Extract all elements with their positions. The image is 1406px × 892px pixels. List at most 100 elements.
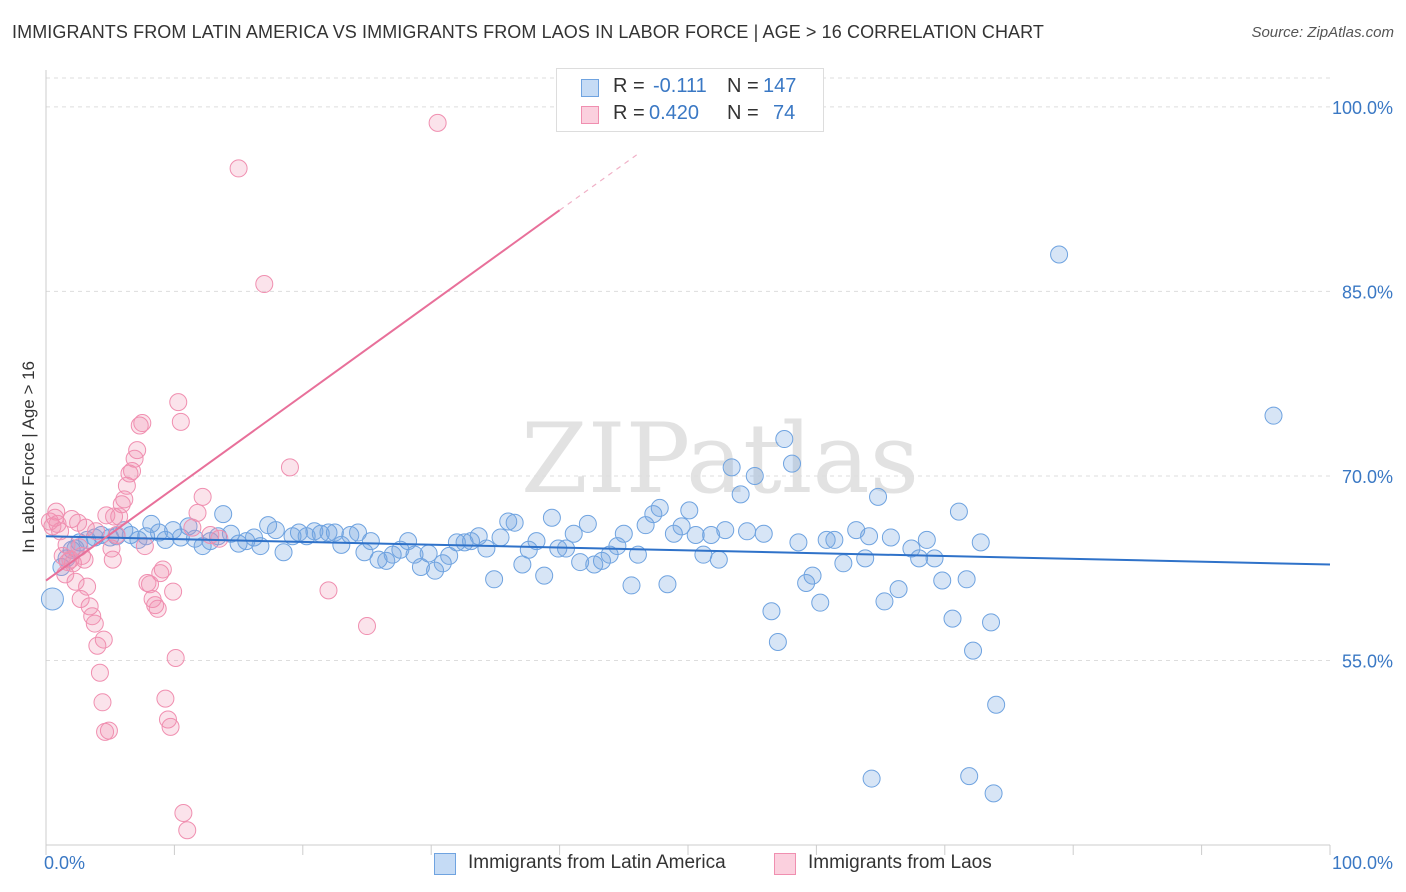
point-latin-america	[933, 571, 952, 590]
point-latin-america	[775, 430, 794, 449]
point-latin-america	[440, 546, 459, 565]
trendline-laos	[45, 209, 561, 582]
point-laos	[94, 630, 113, 649]
legend-n-value: 74	[773, 102, 796, 124]
point-latin-america	[797, 573, 816, 592]
point-laos	[71, 589, 90, 608]
bottom-legend-label: Immigrants from Laos	[808, 852, 992, 873]
point-latin-america	[274, 543, 293, 562]
point-latin-america	[722, 458, 741, 477]
point-latin-america	[658, 575, 677, 594]
point-laos	[153, 560, 172, 579]
point-latin-america	[889, 580, 908, 599]
point-laos	[135, 537, 154, 556]
point-laos	[99, 721, 118, 740]
trendline-latin-america	[45, 535, 1331, 566]
legend-r-label: R =	[613, 75, 645, 97]
point-laos	[255, 275, 274, 294]
point-latin-america	[943, 609, 962, 628]
series-latin-america	[40, 245, 1283, 803]
point-latin-america	[862, 769, 881, 788]
legend-n-value: 147	[763, 75, 797, 97]
point-latin-america	[477, 539, 496, 558]
point-latin-america	[910, 549, 929, 568]
legend-swatch-latin-america	[581, 79, 599, 97]
point-laos	[178, 821, 197, 840]
point-latin-america	[527, 532, 546, 551]
point-laos	[166, 649, 185, 668]
point-latin-america	[817, 530, 836, 549]
point-latin-america	[694, 545, 713, 564]
point-latin-america	[745, 466, 764, 485]
point-latin-america	[628, 545, 647, 564]
y-tick-label: 85.0%	[1342, 282, 1393, 302]
legend-r-value: -0.111	[653, 75, 707, 97]
point-latin-america	[964, 641, 983, 660]
point-latin-america	[702, 526, 721, 544]
point-latin-america	[571, 553, 590, 572]
point-latin-america	[349, 523, 368, 542]
point-latin-america	[881, 528, 900, 547]
point-latin-america	[738, 522, 757, 541]
correlation-legend: R = -0.111 N = 147 R = 0.420 N = 74	[556, 68, 824, 132]
point-latin-america	[860, 527, 879, 546]
point-laos	[174, 804, 193, 823]
point-laos	[97, 506, 116, 525]
point-latin-america	[856, 549, 875, 568]
point-laos	[115, 490, 134, 509]
point-latin-america	[875, 592, 894, 611]
point-laos	[141, 575, 160, 594]
point-latin-america	[762, 602, 781, 621]
point-latin-america	[1050, 245, 1069, 264]
point-laos	[128, 441, 147, 460]
point-latin-america	[680, 501, 699, 520]
point-latin-america	[319, 523, 338, 542]
point-latin-america	[957, 570, 976, 589]
y-tick-label: 70.0%	[1342, 467, 1393, 487]
point-latin-america	[433, 554, 452, 573]
point-latin-america	[789, 533, 808, 552]
point-latin-america	[917, 530, 936, 549]
point-laos	[93, 693, 112, 712]
point-laos	[57, 535, 76, 554]
point-latin-america	[149, 523, 168, 542]
point-latin-america	[902, 539, 921, 558]
point-laos	[169, 393, 188, 412]
point-laos	[193, 487, 212, 506]
point-latin-america	[709, 550, 728, 569]
point-laos	[229, 159, 248, 178]
point-latin-america	[499, 512, 518, 531]
point-latin-america	[361, 532, 380, 551]
bottom-legend-swatch-laos	[774, 853, 796, 875]
point-latin-america	[768, 633, 787, 652]
chart-title: IMMIGRANTS FROM LATIN AMERICA VS IMMIGRA…	[12, 22, 1045, 42]
point-latin-america	[485, 570, 504, 589]
point-latin-america	[716, 521, 735, 540]
point-latin-america	[447, 533, 466, 552]
point-latin-america	[925, 549, 944, 568]
point-latin-america	[803, 566, 822, 585]
point-latin-america	[578, 514, 597, 533]
point-laos	[171, 412, 190, 431]
point-latin-america	[221, 524, 240, 543]
point-laos	[428, 113, 447, 132]
point-laos	[83, 607, 102, 626]
point-latin-america	[731, 485, 750, 504]
point-latin-america	[214, 505, 233, 524]
point-latin-america	[987, 695, 1006, 714]
x-tick-label: 100.0%	[1332, 853, 1393, 873]
point-latin-america	[426, 561, 445, 580]
point-latin-america	[754, 524, 773, 543]
point-laos	[319, 581, 338, 600]
point-latin-america	[266, 521, 285, 540]
point-latin-america	[614, 524, 633, 543]
point-latin-america	[650, 498, 669, 517]
trendline-laos-extension	[559, 154, 637, 211]
point-latin-america	[869, 487, 888, 506]
point-latin-america	[686, 526, 705, 544]
point-latin-america	[505, 513, 524, 532]
point-latin-america	[984, 784, 1003, 803]
point-laos	[358, 617, 376, 636]
point-latin-america	[1264, 406, 1283, 425]
